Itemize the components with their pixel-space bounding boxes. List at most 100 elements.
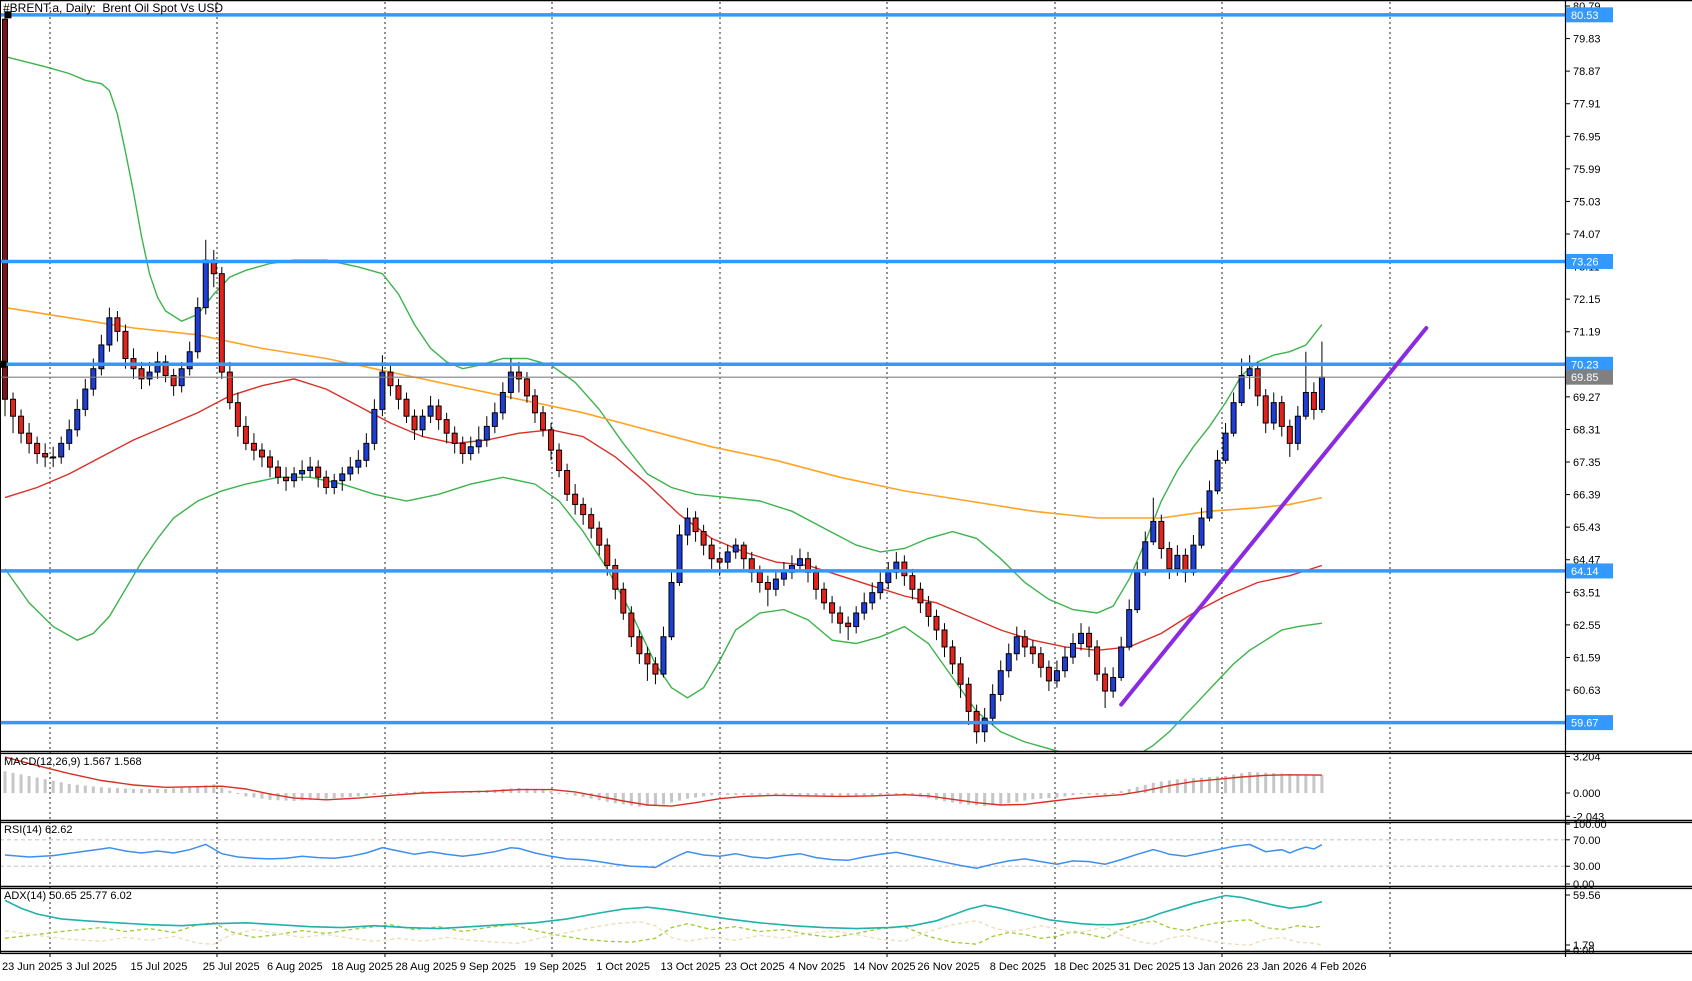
time-tick-label: 28 Aug 2025 xyxy=(395,961,457,973)
candle-body xyxy=(226,371,233,404)
macd-histogram-bar xyxy=(694,793,698,798)
macd-histogram-bar xyxy=(204,785,208,793)
macd-histogram-bar xyxy=(1272,773,1276,793)
macd-histogram-bar xyxy=(846,793,850,797)
macd-histogram-bar xyxy=(517,787,521,793)
price-level-label: 80.53 xyxy=(1571,10,1599,22)
macd-histogram-bar xyxy=(613,793,617,804)
candle-body xyxy=(1238,374,1245,404)
macd-histogram-bar xyxy=(356,793,360,797)
time-tick-label: 8 Dec 2025 xyxy=(990,961,1046,973)
price-tick-label: 67.35 xyxy=(1573,457,1601,469)
scale-tick-label: 70.00 xyxy=(1573,835,1601,847)
macd-histogram-bar xyxy=(380,793,384,794)
macd-histogram-bar xyxy=(1248,771,1252,793)
macd-histogram-bar xyxy=(1055,793,1059,798)
candle-body xyxy=(1318,376,1325,410)
line-selection-anchor[interactable] xyxy=(4,11,12,19)
time-tick-label: 25 Jul 2025 xyxy=(203,961,260,973)
price-tick-label: 76.95 xyxy=(1573,131,1601,143)
candle-body xyxy=(556,449,563,472)
time-tick-label: 4 Nov 2025 xyxy=(789,961,845,973)
macd-histogram-bar xyxy=(581,793,585,798)
time-tick-label: 23 Oct 2025 xyxy=(725,961,785,973)
macd-histogram-bar xyxy=(91,786,95,793)
macd-histogram-bar xyxy=(943,793,947,802)
macd-histogram-bar xyxy=(894,793,898,795)
macd-histogram-bar xyxy=(910,793,914,796)
candle-body xyxy=(1029,646,1036,655)
candle-body xyxy=(355,459,362,468)
bollinger-upper-band xyxy=(4,55,1323,614)
candle-body xyxy=(1045,666,1052,682)
macd-histogram-bar xyxy=(806,793,810,796)
candle-body xyxy=(925,602,932,617)
price-tick-label: 71.19 xyxy=(1573,327,1601,339)
macd-histogram-bar xyxy=(316,793,320,800)
price-level-label-box xyxy=(1566,253,1613,269)
candle-body xyxy=(427,405,434,417)
macd-histogram-bar xyxy=(1288,774,1292,793)
candle-body xyxy=(1142,541,1149,573)
macd-histogram-bar xyxy=(838,793,842,797)
macd-histogram-bar xyxy=(1151,782,1155,793)
time-axis[interactable]: 23 Jun 2025 3 Jul 2025 15 Jul 2025 25 Jul 2… xyxy=(2,953,1391,973)
candle-body xyxy=(1254,368,1261,397)
price-tick-label: 79.83 xyxy=(1573,34,1601,46)
candle-body xyxy=(483,425,490,441)
candle-body xyxy=(644,653,651,665)
candle-body xyxy=(10,398,17,417)
panel-borders xyxy=(0,0,1692,957)
price-level-label-box xyxy=(1566,369,1613,385)
macd-histogram-bar xyxy=(814,793,818,797)
time-tick-label: 23 Jun 2025 xyxy=(2,961,63,973)
candle-body xyxy=(339,473,346,482)
candle-body xyxy=(949,646,956,665)
macd-histogram-bar xyxy=(27,776,31,793)
candle-body xyxy=(1069,643,1076,658)
macd-histogram-bar xyxy=(332,793,336,799)
macd-histogram-bar xyxy=(1087,793,1091,795)
price-level-label: 59.67 xyxy=(1571,718,1599,730)
macd-histogram-bar xyxy=(1304,774,1308,793)
time-tick-label: 13 Oct 2025 xyxy=(660,961,720,973)
candle-body xyxy=(933,615,940,631)
candle-body xyxy=(331,480,338,488)
macd-histogram-bar xyxy=(710,793,714,796)
candle-body xyxy=(708,544,715,560)
macd-histogram-bar xyxy=(19,774,23,793)
macd-histogram-bar xyxy=(1023,793,1027,801)
price-tick-label: 66.39 xyxy=(1573,490,1601,502)
candle-body xyxy=(1086,632,1093,648)
macd-histogram-bar xyxy=(188,786,192,793)
candle-body xyxy=(34,442,41,455)
candle-body xyxy=(917,588,924,604)
candle-body xyxy=(403,398,410,417)
macd-histogram-bar xyxy=(750,793,754,795)
price-tick-label: 78.87 xyxy=(1573,66,1601,78)
fast-ma-line xyxy=(4,378,1323,652)
scale-tick-label: 100.00 xyxy=(1573,819,1607,831)
price-axis[interactable]: 80.7979.8378.8777.9176.9575.9975.0374.07… xyxy=(1565,1,1613,731)
macd-histogram-bar xyxy=(1047,793,1051,799)
line-selection-anchor[interactable] xyxy=(0,360,7,368)
macd-histogram-bar xyxy=(774,793,778,795)
macd-histogram-bar xyxy=(678,793,682,801)
macd-histogram-bar xyxy=(67,783,71,793)
macd-histogram-bar xyxy=(1063,793,1067,797)
slow-ma-line xyxy=(4,306,1323,519)
macd-histogram-bar xyxy=(758,793,762,795)
macd-histogram-bar xyxy=(140,789,144,793)
macd-histogram-bar xyxy=(1320,775,1324,793)
horizontal-level-lines[interactable] xyxy=(0,13,1565,725)
macd-histogram-bar xyxy=(1135,786,1139,793)
candle-body xyxy=(869,592,876,604)
candle-body xyxy=(218,273,225,373)
candle-body xyxy=(692,517,699,533)
candle-body xyxy=(652,663,659,675)
ascending-trendline[interactable] xyxy=(1119,325,1429,707)
candle-body xyxy=(82,388,89,410)
macd-histogram-bar xyxy=(951,793,955,803)
